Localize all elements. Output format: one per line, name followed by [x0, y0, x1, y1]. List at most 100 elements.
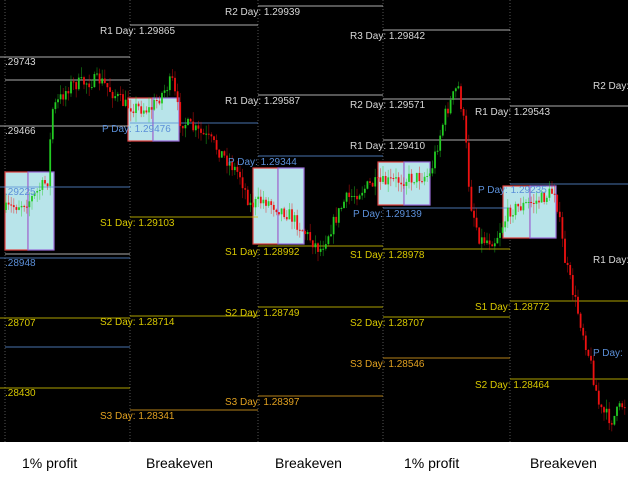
candle-body [530, 201, 533, 203]
candle-body [46, 183, 49, 187]
candle-body [512, 215, 514, 217]
candle-body [486, 240, 488, 244]
candle-body [80, 77, 83, 79]
candle-body [379, 177, 382, 182]
candle-body [605, 408, 608, 413]
candle-body [129, 108, 132, 112]
candle-body [358, 195, 361, 200]
caption-3: Breakeven [275, 455, 342, 471]
candle-body [75, 82, 78, 90]
level-label: P Day: 1.29139 [353, 209, 422, 220]
candle-body [387, 177, 390, 185]
candle-body [103, 78, 106, 84]
candle-body [57, 99, 59, 103]
candle-body [285, 217, 288, 220]
candle-body [603, 407, 605, 413]
candle-body [96, 73, 98, 75]
candle-body [535, 200, 538, 204]
candle-body [187, 118, 189, 126]
candle-body [558, 211, 561, 218]
candle-body [431, 168, 434, 174]
candle-body [166, 90, 169, 92]
candle-body [231, 161, 234, 171]
candle-body [210, 134, 213, 137]
candle-body [101, 78, 104, 84]
level-label: R1 Day: [593, 255, 630, 266]
candle-body [10, 204, 13, 206]
caption-1: 1% profit [22, 455, 78, 471]
level-label: S2 Day: 1.28749 [225, 308, 300, 319]
candle-body [93, 74, 96, 88]
candle-body [540, 192, 543, 203]
candle-body [7, 202, 10, 205]
candle-body [153, 100, 156, 110]
candle-body [452, 91, 455, 100]
level-label: R2 Day: 1.29571 [350, 100, 426, 111]
candle-body [171, 76, 174, 78]
level-label: .28430 [5, 388, 36, 399]
candle-body [20, 205, 23, 208]
candle-body [226, 155, 228, 166]
candle-body [298, 229, 301, 231]
candle-body [543, 192, 546, 202]
candle-body [597, 390, 600, 405]
candle-body [532, 202, 535, 204]
candle-body [444, 108, 447, 125]
candle-body [228, 161, 231, 166]
candle-body [194, 125, 197, 131]
level-label: .29466 [5, 126, 36, 137]
candle-body [252, 202, 254, 208]
candle-body [161, 92, 163, 104]
candle-body [265, 199, 267, 206]
level-label: P Day: 1.29235 [478, 185, 547, 196]
candle-body [142, 110, 145, 114]
candle-body [504, 221, 507, 228]
candle-body [579, 313, 582, 328]
candle-body [493, 243, 496, 247]
candle-body [98, 73, 101, 84]
price-chart: R2 Day: 1.29939 R1 Day: 1.29865 .29743 R3 D… [0, 0, 630, 442]
candle-body [135, 103, 137, 114]
candle-body [262, 199, 265, 204]
candle-body [514, 203, 517, 216]
candle-body [478, 227, 481, 244]
candle-body [49, 139, 52, 187]
candle-body [538, 200, 540, 203]
candle-body [15, 207, 18, 210]
candle-body [155, 100, 158, 102]
candle-body [197, 125, 200, 129]
level-label: R3 Day: 1.29842 [350, 31, 426, 42]
candle-body [428, 173, 431, 177]
candle-body [314, 243, 317, 248]
candle-body [545, 197, 548, 202]
candle-body [109, 87, 111, 92]
candle-body [595, 384, 598, 391]
candle-body [491, 244, 494, 247]
candle-body [327, 236, 330, 245]
candle-body [418, 172, 421, 182]
candle-body [213, 136, 215, 141]
candle-body [322, 248, 325, 250]
candle-body [467, 142, 470, 187]
candle-body [423, 176, 426, 182]
level-label: P Day: [593, 348, 623, 359]
candle-body [436, 150, 439, 152]
candle-body [257, 196, 260, 200]
candle-body [246, 189, 249, 206]
candle-body [12, 205, 15, 208]
candle-body [553, 193, 556, 195]
candle-body [392, 178, 395, 180]
candle-body [569, 265, 572, 276]
level-label: .29743 [5, 57, 36, 68]
candle-body [590, 355, 592, 361]
candle-body [25, 206, 28, 208]
candle-body [517, 203, 520, 207]
candle-body [280, 208, 283, 215]
candle-body [426, 176, 429, 178]
candle-body [345, 192, 348, 202]
candle-body [356, 195, 358, 200]
candle-body [111, 91, 114, 99]
candle-body [119, 93, 122, 95]
candle-body [337, 208, 340, 223]
candle-body [41, 180, 44, 190]
